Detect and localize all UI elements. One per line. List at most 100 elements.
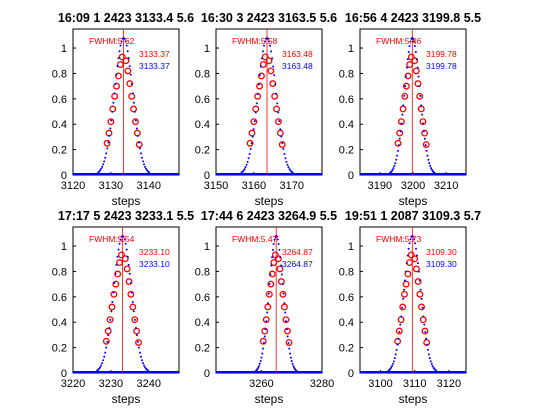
scan-dot — [287, 342, 290, 345]
subplot-6: 19:51 1 2087 3109.3 5.7 0 0.2 0.4 0.6 0.8 1 310… — [339, 209, 481, 406]
scan-dot — [425, 337, 428, 340]
scan-dot — [284, 311, 287, 314]
scan-dot — [126, 255, 129, 258]
scan-dot — [119, 44, 122, 47]
y-tick-label: 0.2 — [195, 343, 210, 355]
fwhm-label: FWHM:5.62 — [89, 36, 135, 46]
scan-dot — [280, 135, 283, 138]
scan-dot — [261, 352, 264, 355]
scan-dot — [113, 92, 116, 95]
scan-dot — [131, 301, 134, 304]
scan-circle — [276, 129, 284, 137]
plot-area — [216, 227, 322, 373]
y-tick-label: 0.4 — [52, 119, 67, 131]
x-axis-label: steps — [399, 392, 428, 406]
scan-circle — [118, 53, 126, 61]
scan-dot — [142, 362, 145, 365]
scan-dot — [103, 355, 106, 358]
scan-dot — [276, 238, 279, 241]
scan-dot — [289, 352, 292, 355]
scan-dot — [136, 134, 139, 137]
scan-dot — [415, 247, 418, 250]
scan-circle — [394, 139, 402, 147]
scan-circle — [401, 290, 408, 298]
scan-circle — [118, 251, 125, 259]
scan-dot — [422, 122, 425, 125]
scan-circle — [259, 337, 267, 345]
scan-dot — [254, 111, 257, 114]
scan-circle — [248, 129, 256, 137]
y-tick-label: 0.4 — [195, 317, 210, 329]
scan-dot — [428, 162, 431, 165]
scan-circle — [128, 92, 136, 100]
scan-dot — [249, 147, 252, 150]
scan-circle — [106, 316, 114, 324]
center-label-red: 3264.87 — [282, 247, 313, 257]
scan-dot — [415, 254, 418, 257]
scan-dot — [419, 94, 422, 97]
scan-dot — [117, 248, 120, 251]
scan-dot — [283, 153, 286, 156]
scan-dot — [392, 360, 395, 363]
x-tick-label: 3160 — [242, 180, 266, 192]
scan-dot — [134, 326, 137, 329]
scan-dot — [118, 50, 121, 53]
center-label-blue: 3264.87 — [282, 259, 313, 269]
scan-dot — [419, 288, 422, 291]
scan-dot — [408, 242, 411, 245]
x-tick-label: 3110 — [403, 378, 427, 390]
scan-dot — [264, 328, 267, 331]
scan-circle — [102, 337, 110, 345]
scan-dot — [256, 92, 259, 95]
center-label-blue: 3199.78 — [426, 61, 457, 71]
scan-dot — [277, 111, 280, 114]
scan-dot — [409, 40, 412, 43]
y-tick-label: 0.2 — [339, 145, 354, 157]
scan-dot — [244, 166, 247, 169]
scan-dot — [403, 279, 406, 282]
scan-dot — [129, 73, 132, 76]
scan-dot — [417, 75, 420, 78]
y-tick-label: 0.8 — [339, 266, 354, 278]
scan-dot — [267, 292, 270, 295]
scan-circle — [116, 61, 124, 68]
y-tick-label: 0.6 — [339, 292, 354, 304]
x-tick-label: 3200 — [401, 180, 425, 192]
scan-dot — [416, 262, 419, 265]
scan-dot — [396, 149, 399, 152]
center-label-red: 3133.37 — [139, 49, 170, 59]
x-tick-label: 3120 — [61, 180, 85, 192]
plot-area — [360, 227, 466, 373]
scan-dot — [124, 242, 127, 245]
scan-circle — [132, 118, 139, 126]
scan-dot — [258, 365, 261, 368]
scan-dot — [107, 334, 110, 337]
scan-dot — [266, 311, 269, 314]
scan-circle — [396, 129, 404, 137]
scan-circle — [124, 67, 132, 75]
scan-dot — [400, 315, 403, 318]
scan-dot — [403, 94, 406, 97]
scan-dot — [289, 356, 292, 359]
plot-area — [73, 227, 179, 373]
scan-dot — [391, 168, 394, 171]
scan-dot — [291, 362, 294, 365]
scan-dot — [415, 58, 418, 61]
scan-circle — [406, 61, 414, 68]
center-label-red: 3233.10 — [139, 247, 170, 257]
scan-dot — [132, 101, 135, 104]
scan-circle — [265, 290, 273, 298]
scan-circle — [103, 139, 111, 147]
scan-dot — [407, 247, 410, 250]
fwhm-label: FWHM:5.46 — [376, 36, 422, 46]
scan-dot — [284, 157, 287, 160]
scan-dot — [267, 37, 270, 40]
scan-circle — [259, 61, 267, 68]
scan-dot — [406, 58, 409, 61]
scan-dot — [414, 242, 417, 245]
scan-dot — [109, 318, 112, 321]
scan-dot — [295, 369, 298, 372]
scan-circle — [399, 303, 407, 311]
scan-circle — [414, 80, 422, 88]
y-tick-label: 0.4 — [339, 119, 354, 131]
